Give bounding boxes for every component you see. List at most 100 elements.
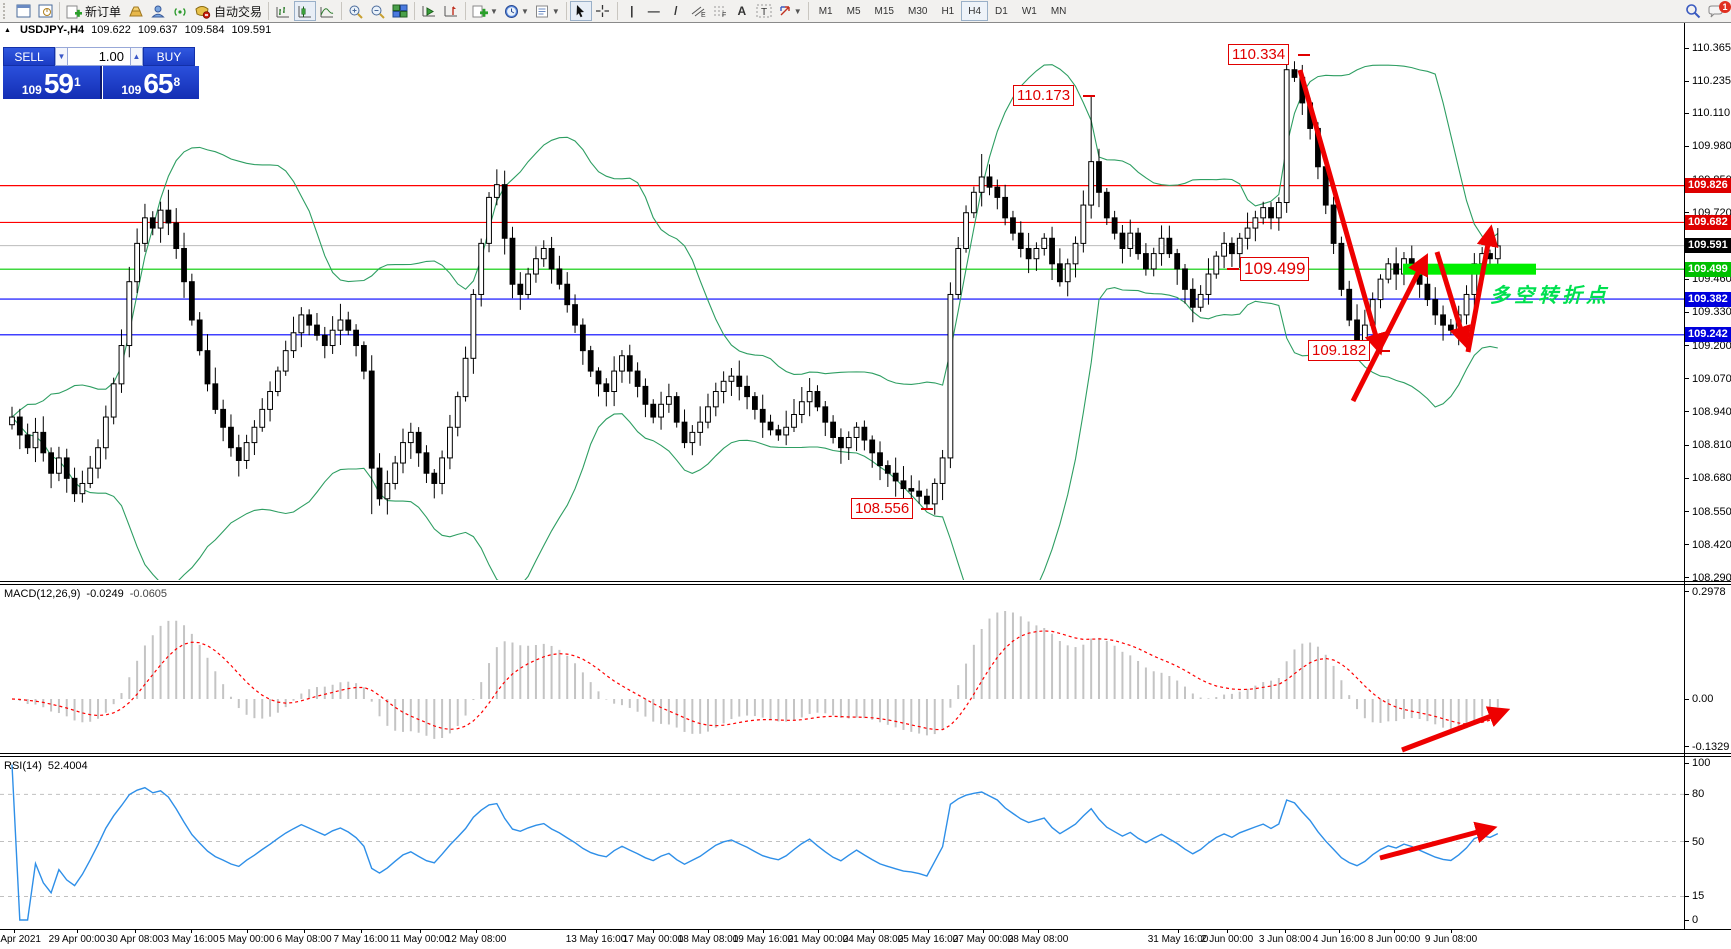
price-annotation-flag[interactable]: 110.173 xyxy=(1013,85,1075,106)
timeframe-mn-button[interactable]: MN xyxy=(1050,5,1067,17)
cursor-tool-icon[interactable] xyxy=(569,1,592,21)
autotrading-button[interactable]: 自动交易 xyxy=(191,1,265,21)
line-chart-style-icon[interactable] xyxy=(316,1,338,21)
time-tick-label: 3 Jun 08:00 xyxy=(1258,934,1312,945)
new-chart-window-icon[interactable] xyxy=(12,1,34,21)
buy-button[interactable]: BUY xyxy=(143,47,195,66)
chart-shift-icon[interactable] xyxy=(440,1,462,21)
turning-point-note[interactable]: 多空转折点 xyxy=(1490,285,1610,307)
search-icon[interactable] xyxy=(1682,1,1704,21)
flag-connector xyxy=(1298,54,1310,56)
sell-price-button[interactable]: 109 59 1 xyxy=(3,66,102,99)
sell-price-main: 59 xyxy=(43,68,74,99)
timeframe-d1-button[interactable]: D1 xyxy=(995,5,1008,17)
fibonacci-tool-icon[interactable]: F xyxy=(709,1,731,21)
time-tick-label: 4 Jun 16:00 xyxy=(1312,934,1366,945)
volume-input[interactable] xyxy=(68,47,130,66)
candlestick-style-icon[interactable] xyxy=(294,1,317,21)
axis-tick-label: 100 xyxy=(1685,756,1710,770)
timeframe-m15-button[interactable]: M15 xyxy=(874,5,894,17)
flag-connector xyxy=(1083,95,1095,97)
time-tick-label: 18 May 08:00 xyxy=(677,934,739,945)
tile-windows-icon[interactable] xyxy=(389,1,411,21)
profiles-icon[interactable] xyxy=(34,1,56,21)
signals-icon[interactable] xyxy=(169,1,191,21)
pane-separator[interactable] xyxy=(0,756,1731,757)
notification-badge: 1 xyxy=(1719,1,1731,13)
pane-separator[interactable] xyxy=(0,584,1731,585)
time-tick-label: 3 May 16:00 xyxy=(163,934,219,945)
pane-separator[interactable] xyxy=(0,753,1731,754)
gold-symbols-icon[interactable] xyxy=(124,1,147,21)
bar-chart-style-icon[interactable] xyxy=(272,1,294,21)
timeframe-h1-button[interactable]: H1 xyxy=(941,5,955,17)
price-annotation-flag[interactable]: 108.556 xyxy=(851,498,914,519)
dropdown-arrow-icon: ▼ xyxy=(551,6,560,16)
axis-tick-label: 110.235 xyxy=(1685,74,1731,88)
label-tool-icon[interactable]: T xyxy=(753,1,775,21)
time-tick-label: 21 May 00:00 xyxy=(787,934,849,945)
autotrading-label: 自动交易 xyxy=(214,4,263,19)
axis-tick-label: 108.290 xyxy=(1685,571,1731,585)
arrows-tool-button[interactable]: ▼ xyxy=(775,1,805,21)
templates-menu-button[interactable]: ▼ xyxy=(532,1,563,21)
price-level-badge: 109.682 xyxy=(1685,214,1731,230)
timeframe-m1-button[interactable]: M1 xyxy=(818,5,833,17)
time-tick-label: 11 May 00:00 xyxy=(390,934,450,945)
timeframe-h4-button[interactable]: H4 xyxy=(961,1,989,21)
axis-tick-label: 50 xyxy=(1685,835,1704,849)
pane-separator[interactable] xyxy=(0,581,1731,582)
timeframe-m5-button[interactable]: M5 xyxy=(846,5,861,17)
timeframe-m30-button[interactable]: M30 xyxy=(907,5,928,17)
toolbar-grip[interactable] xyxy=(3,3,8,19)
rsi-pane-label: RSI(14) 52.4004 xyxy=(4,760,88,772)
indicators-menu-button[interactable]: ▼ xyxy=(469,1,501,21)
dropdown-arrow-icon: ▼ xyxy=(520,6,529,16)
new-order-label: 新订单 xyxy=(85,4,122,19)
price-level-badge: 109.591 xyxy=(1685,238,1731,254)
price-level-badge: 109.242 xyxy=(1685,327,1731,343)
text-tool-icon[interactable]: A xyxy=(737,4,747,18)
sell-button[interactable]: SELL xyxy=(3,47,55,66)
buy-price-main: 65 xyxy=(143,68,173,99)
bar-high: 109.637 xyxy=(137,24,178,36)
timeframe-w1-button[interactable]: W1 xyxy=(1021,5,1037,17)
price-axis[interactable]: 110.365110.235110.110109.980109.850109.7… xyxy=(1685,23,1731,949)
buy-price-button[interactable]: 109 65 8 xyxy=(102,66,199,99)
time-tick-label: 30 Apr 08:00 xyxy=(106,934,164,945)
periods-menu-button[interactable]: ▼ xyxy=(501,1,532,21)
dropdown-arrow-icon: ▼ xyxy=(793,6,802,16)
contacts-icon[interactable] xyxy=(147,1,169,21)
price-annotation-flag[interactable]: 109.499 xyxy=(1240,257,1310,281)
auto-scroll-icon[interactable] xyxy=(418,1,440,21)
axis-tick-label: 80 xyxy=(1685,787,1704,801)
new-order-button[interactable]: 新订单 xyxy=(63,1,124,21)
time-tick-label: 31 May 16:00 xyxy=(1147,934,1209,945)
channel-tool-icon[interactable]: E xyxy=(687,1,709,21)
collapse-icon[interactable]: ▲ xyxy=(4,26,11,34)
price-annotation-flag[interactable]: 109.182 xyxy=(1308,340,1371,361)
symbol-name: USDJPY-,H4 xyxy=(19,24,85,36)
horizontal-line-tool-icon[interactable]: — xyxy=(647,4,660,18)
axis-tick-label: 109.330 xyxy=(1685,305,1731,319)
price-level-badge: 109.499 xyxy=(1685,261,1731,277)
time-tick-label: 9 Jun 08:00 xyxy=(1424,934,1478,945)
vertical-line-tool-icon[interactable]: | xyxy=(630,4,634,18)
volume-decrease-button[interactable]: ▼ xyxy=(55,47,68,66)
price-annotation-flag[interactable]: 110.334 xyxy=(1228,44,1290,65)
time-tick-label: 2 Jun 00:00 xyxy=(1200,934,1254,945)
notifications-icon[interactable]: 1 xyxy=(1704,1,1731,21)
time-tick-label: 19 May 16:00 xyxy=(732,934,794,945)
zoom-out-icon[interactable] xyxy=(367,1,389,21)
time-tick-label: 7 May 16:00 xyxy=(333,934,389,945)
zoom-in-icon[interactable] xyxy=(345,1,367,21)
trendline-tool-icon[interactable]: / xyxy=(674,4,678,18)
sell-price-pip: 1 xyxy=(74,75,81,89)
axis-tick-label: 109.200 xyxy=(1685,339,1731,353)
volume-increase-button[interactable]: ▲ xyxy=(130,47,143,66)
crosshair-tool-icon[interactable] xyxy=(592,1,614,21)
bar-low: 109.584 xyxy=(184,24,225,36)
